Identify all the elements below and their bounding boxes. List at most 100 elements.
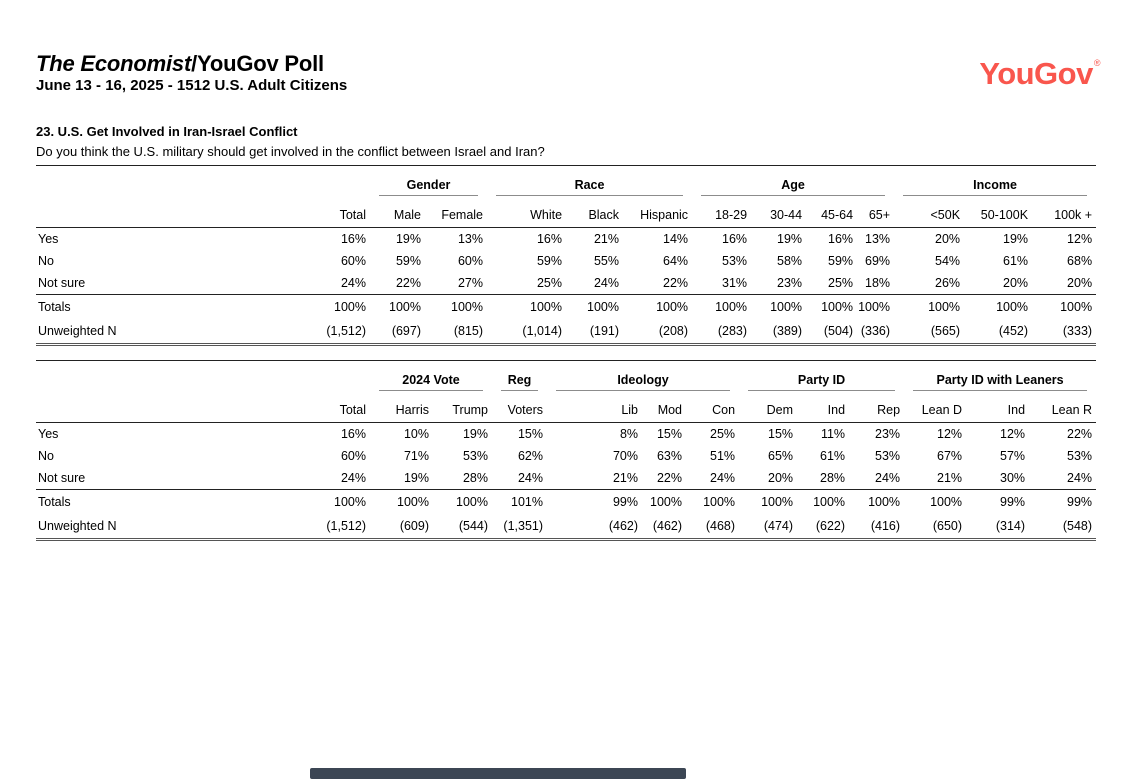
- data-cell: 100%: [686, 489, 740, 514]
- table-row-no: No 60% 59% 60% 59% 55% 64% 53% 58% 59% 69% 54% 61% 68…: [36, 250, 1096, 272]
- data-cell: (474): [763, 519, 794, 533]
- data-cell: (452): [998, 324, 1029, 338]
- data-cell: 28%: [820, 471, 846, 485]
- table-corner: [36, 361, 316, 392]
- data-cell: 19%: [1003, 232, 1029, 246]
- data-cell: 100%: [739, 489, 798, 514]
- data-cell: 70%: [612, 449, 639, 463]
- data-cell: (314): [995, 519, 1026, 533]
- data-cell: 21%: [937, 471, 963, 485]
- group-header-label: Income: [903, 178, 1088, 196]
- data-cell: 16%: [828, 232, 854, 246]
- group-header-label: 2024 Vote: [379, 373, 484, 391]
- data-cell: 53%: [875, 449, 901, 463]
- row-label: No: [38, 449, 54, 463]
- data-cell: 100%: [751, 294, 807, 319]
- data-cell: (1,512): [326, 519, 366, 533]
- data-cell: 24%: [517, 471, 544, 485]
- data-cell: 100%: [642, 489, 687, 514]
- data-cell: (1,014): [522, 324, 563, 338]
- data-cell: 19%: [395, 232, 421, 246]
- data-cell: 15%: [768, 427, 794, 441]
- group-header-label: Age: [701, 178, 886, 196]
- group-header-gender: Gender: [370, 166, 487, 196]
- data-cell: 61%: [820, 449, 846, 463]
- data-cell: 100%: [1032, 294, 1097, 319]
- data-cell: 11%: [820, 427, 846, 441]
- data-cell: 24%: [710, 471, 736, 485]
- data-cell: 19%: [403, 471, 429, 485]
- column-header-ind: Ind: [797, 391, 850, 423]
- registered-trademark-icon: ®: [1093, 58, 1101, 68]
- data-cell: 22%: [663, 276, 689, 290]
- data-cell: 23%: [875, 427, 901, 441]
- row-label: Yes: [38, 232, 59, 246]
- data-cell: 100%: [433, 489, 493, 514]
- group-header-age: Age: [692, 166, 894, 196]
- group-header-blank: [316, 361, 370, 392]
- row-label: Totals: [36, 294, 316, 319]
- data-cell: 26%: [935, 276, 961, 290]
- horizontal-scrollbar-thumb[interactable]: [310, 768, 686, 779]
- title-economist: The Economist: [36, 51, 192, 76]
- question-number-title: 23. U.S. Get Involved in Iran-Israel Con…: [36, 124, 298, 139]
- table-row-not-sure: Not sure 24% 22% 27% 25% 24% 22% 31% 23% 25% 18% 26…: [36, 272, 1096, 295]
- column-header-total: Total: [316, 391, 370, 423]
- data-cell: (1,351): [503, 519, 544, 533]
- data-cell: 100%: [566, 294, 624, 319]
- data-cell: 18%: [865, 276, 891, 290]
- column-header-male: Male: [370, 196, 425, 228]
- data-cell: 22%: [656, 471, 683, 485]
- column-header-dem: Dem: [739, 391, 798, 423]
- data-cell: 63%: [656, 449, 683, 463]
- group-header-label: Race: [496, 178, 684, 196]
- data-cell: 20%: [935, 232, 961, 246]
- question-text: Do you think the U.S. military should ge…: [36, 144, 545, 159]
- data-cell: (548): [1062, 519, 1093, 533]
- data-cell: 61%: [1003, 254, 1029, 268]
- title-yougov-poll: /YouGov Poll: [191, 51, 324, 76]
- data-cell: 60%: [457, 254, 484, 268]
- question-block: 23. U.S. Get Involved in Iran-Israel Con…: [36, 124, 545, 159]
- data-cell: 19%: [462, 427, 489, 441]
- data-cell: 100%: [857, 294, 895, 319]
- data-cell: 24%: [593, 276, 620, 290]
- group-header-label: Party ID with Leaners: [913, 373, 1088, 391]
- table-row-totals: Totals 100% 100% 100% 101% 99% 100% 100% 100% 100…: [36, 489, 1097, 514]
- row-label: Not sure: [38, 471, 86, 485]
- table-row-totals: Totals 100% 100% 100% 100% 100% 100% 100% 100% 10…: [36, 294, 1097, 319]
- data-cell: 25%: [536, 276, 563, 290]
- data-cell: 27%: [457, 276, 484, 290]
- page-title: The Economist/YouGov Poll: [36, 52, 347, 75]
- data-cell: 100%: [487, 294, 567, 319]
- group-header-party-id: Party ID: [739, 361, 904, 391]
- data-cell: 15%: [517, 427, 544, 441]
- column-header-trump: Trump: [433, 391, 493, 423]
- data-cell: 100%: [797, 489, 850, 514]
- data-cell: 10%: [403, 427, 429, 441]
- data-cell: (468): [705, 519, 736, 533]
- data-cell: 59%: [536, 254, 563, 268]
- data-cell: 23%: [777, 276, 803, 290]
- row-label: Yes: [38, 427, 59, 441]
- data-cell: 24%: [1067, 471, 1093, 485]
- column-header-white: White: [487, 196, 567, 228]
- row-label: Totals: [36, 489, 316, 514]
- group-header-race: Race: [487, 166, 692, 196]
- column-header-50k: <50K: [894, 196, 965, 228]
- group-header-blank: [316, 166, 370, 197]
- data-cell: 15%: [656, 427, 683, 441]
- data-cell: 100%: [692, 294, 752, 319]
- column-header-rep: Rep: [849, 391, 905, 423]
- group-header-ideology: Ideology: [547, 361, 739, 391]
- data-cell: 21%: [612, 471, 639, 485]
- data-cell: 100%: [623, 294, 693, 319]
- column-header-100k: 100k +: [1032, 196, 1097, 228]
- data-cell: 69%: [865, 254, 891, 268]
- data-cell: 24%: [875, 471, 901, 485]
- yougov-logo-text: YouGov: [979, 56, 1093, 91]
- row-label: Not sure: [38, 276, 86, 290]
- data-cell: 100%: [370, 294, 425, 319]
- table-row-no: No 60% 71% 53% 62% 70% 63% 51% 65% 61% 53% 67% 57% 53…: [36, 445, 1096, 467]
